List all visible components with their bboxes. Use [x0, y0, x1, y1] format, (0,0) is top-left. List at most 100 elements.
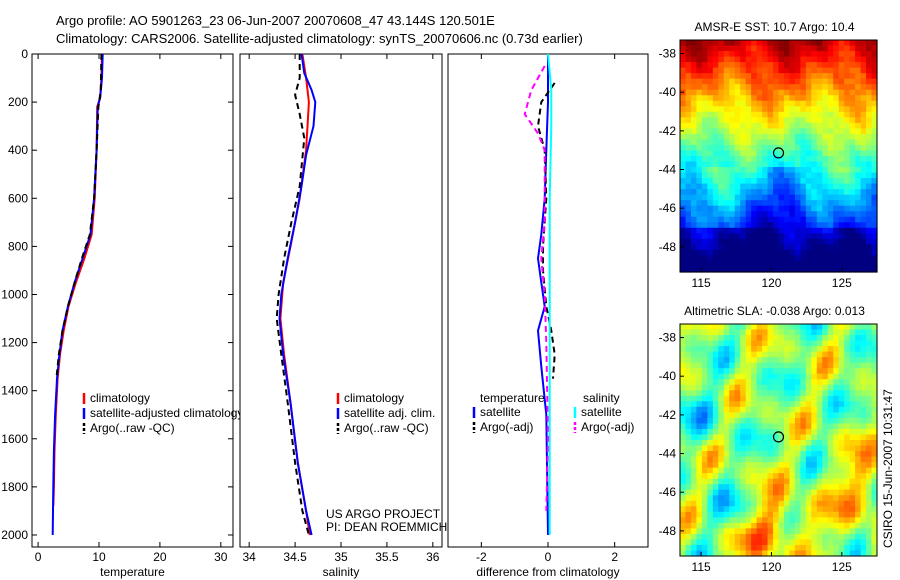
map-cell — [756, 111, 763, 118]
map-cell — [751, 144, 758, 152]
map-cell — [701, 456, 708, 463]
map-cell — [816, 440, 823, 447]
map-cell — [811, 249, 818, 257]
map-cell — [762, 406, 769, 413]
map-cell — [734, 456, 741, 463]
map-cell — [696, 428, 703, 436]
map-cell — [685, 511, 692, 518]
map-cell — [680, 244, 687, 251]
plot-frame — [239, 53, 443, 548]
map-cell — [729, 473, 736, 480]
map-cell — [740, 539, 747, 546]
map-cell — [849, 517, 856, 524]
map-cell — [712, 324, 719, 331]
map-cell — [778, 440, 785, 447]
map-cell — [822, 544, 829, 552]
map-cell — [734, 56, 741, 63]
map-cell — [751, 544, 758, 552]
map-cell — [866, 139, 873, 146]
map-cell — [833, 128, 840, 135]
map-cell — [794, 373, 801, 380]
map-cell — [800, 106, 807, 113]
map-cell — [751, 67, 758, 74]
map-cell — [712, 445, 719, 452]
map-cell — [690, 216, 698, 223]
map-cell — [712, 506, 719, 513]
y-tick-label: 1400 — [1, 384, 28, 398]
map-cell — [696, 249, 703, 257]
map-cell — [690, 451, 698, 458]
map-cell — [871, 335, 878, 342]
map-cell — [860, 539, 867, 546]
map-cell — [685, 528, 692, 535]
map-cell — [718, 161, 725, 168]
map-cell — [701, 56, 708, 63]
map-cell — [871, 144, 878, 152]
map-cell — [838, 89, 845, 96]
map-cell — [855, 484, 862, 491]
map-cell — [740, 467, 747, 474]
map-cell — [838, 533, 845, 541]
map-cell — [827, 412, 834, 419]
map-cell — [680, 51, 687, 58]
map-cell — [789, 128, 796, 135]
map-cell — [762, 167, 769, 174]
map-cell — [849, 172, 856, 179]
map-cell — [866, 84, 873, 91]
map-cell — [844, 406, 851, 413]
map-cell — [816, 550, 823, 557]
map-cell — [718, 144, 725, 152]
map-cell — [734, 373, 741, 380]
map-cell — [740, 362, 747, 369]
map-cell — [701, 172, 708, 179]
map-cell — [866, 484, 873, 491]
map-cell — [707, 249, 714, 257]
map-cell — [789, 390, 796, 397]
map-cell — [816, 324, 823, 331]
map-cell — [712, 423, 719, 430]
x-tick-label: -2 — [476, 550, 487, 564]
map-cell — [822, 368, 829, 375]
map-cell — [696, 222, 703, 229]
map-cell — [811, 56, 818, 63]
map-cell — [680, 73, 687, 80]
map-cell — [740, 456, 747, 463]
map-cell — [794, 445, 801, 452]
map-cell — [778, 484, 785, 491]
map-cell — [805, 249, 812, 257]
map-cell — [827, 423, 834, 430]
map-cell — [838, 484, 845, 491]
map-cell — [723, 384, 730, 391]
map-cell — [778, 434, 785, 441]
map-cell — [838, 56, 845, 63]
map-cell — [740, 84, 747, 91]
map-cell — [844, 205, 851, 212]
map-cell — [794, 56, 801, 63]
map-cell — [718, 495, 725, 502]
series-line — [55, 53, 103, 379]
map-cell — [838, 440, 845, 447]
map-cell — [844, 244, 851, 251]
map-cell — [767, 462, 774, 469]
map-cell — [718, 434, 725, 441]
map-cell — [855, 95, 862, 102]
map-cell — [827, 467, 834, 474]
map-cell — [756, 489, 763, 496]
map-cell — [827, 84, 834, 91]
map-cell — [860, 111, 867, 118]
map-cell — [789, 357, 796, 364]
map-cell — [866, 89, 873, 96]
map-cell — [816, 395, 823, 402]
map-cell — [822, 56, 829, 63]
map-cell — [707, 266, 714, 273]
map-cell — [816, 340, 823, 347]
map-cell — [833, 78, 840, 85]
map-cell — [816, 401, 823, 408]
map-cell — [767, 95, 774, 102]
map-cell — [745, 122, 752, 129]
map-cell — [745, 194, 752, 201]
map-cell — [712, 528, 719, 535]
map-cell — [712, 373, 719, 380]
map-cell — [822, 440, 829, 447]
